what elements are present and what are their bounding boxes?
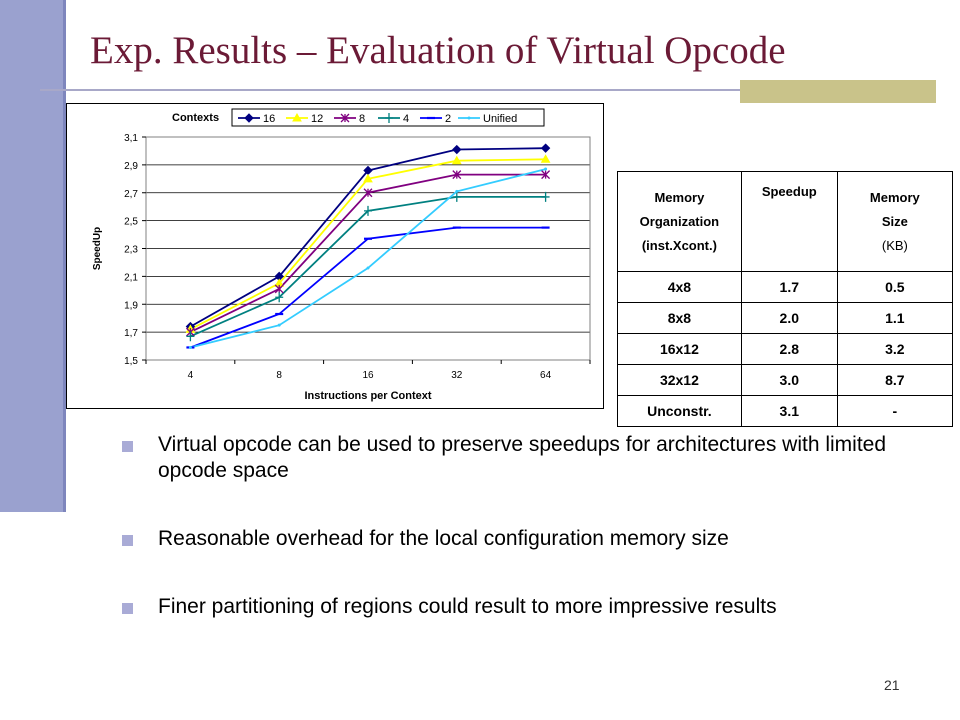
title-accent-block (740, 80, 936, 103)
y-tick-label: 2,9 (124, 161, 138, 172)
data-point-4 (452, 191, 461, 202)
header-text: (inst.Xcont.) (641, 237, 717, 253)
cell-size: 1.1 (836, 302, 954, 334)
cell-speedup: 3.1 (740, 395, 838, 427)
chart-legend: Contexts 16 12 8 4 2 Unified (172, 108, 545, 127)
legend-label: 2 (445, 113, 451, 125)
bullet-item: Reasonable overhead for the local config… (122, 526, 910, 552)
legend-item: 16 (238, 113, 275, 125)
x-tick-label: 64 (540, 370, 552, 381)
data-point-4 (186, 331, 195, 342)
y-tick-label: 2,7 (124, 189, 138, 200)
cell-speedup: 2.0 (740, 302, 838, 334)
data-point-unified (455, 189, 459, 193)
header-text: (KB) (881, 237, 908, 253)
data-point-unified (277, 323, 281, 327)
cell-speedup: 3.0 (740, 364, 838, 396)
data-point-12 (363, 173, 373, 183)
table-row: Unconstr. 3.1 - (617, 395, 954, 427)
table-header-row: Memory Organization (inst.Xcont.) Speedu… (617, 171, 954, 272)
legend-marker (340, 113, 350, 123)
data-point-8 (452, 170, 462, 180)
table-row: 8x8 2.0 1.1 (617, 302, 954, 334)
header-text: Size (881, 213, 908, 229)
cell-org: 8x8 (617, 302, 742, 334)
x-tick-label: 4 (188, 370, 194, 381)
cell-org: 4x8 (617, 271, 742, 303)
legend-label: 16 (263, 113, 275, 125)
data-point-4 (275, 292, 284, 303)
header-memory-organization: Memory Organization (inst.Xcont.) (617, 171, 742, 272)
bullet-item: Finer partitioning of regions could resu… (122, 594, 910, 620)
y-tick-label: 2,3 (124, 245, 138, 256)
y-tick-label: 3,1 (124, 133, 138, 144)
header-text: Memory (869, 189, 920, 205)
legend-item: 8 (334, 113, 365, 125)
data-point-8 (541, 170, 551, 180)
speedup-chart: 1,5 1,7 1,9 2,1 2,3 2,5 2,7 2,9 3,1 4 8 16 32 64 Con… (66, 103, 604, 409)
cell-speedup: 1.7 (740, 271, 838, 303)
cell-size: 8.7 (836, 364, 954, 396)
data-point-4 (541, 191, 550, 202)
data-point-8 (363, 188, 373, 198)
data-point-unified (188, 345, 192, 349)
header-text: Speedup (761, 184, 817, 199)
legend-marker (385, 113, 393, 123)
cell-size: - (836, 395, 954, 427)
left-accent-bar-shadow (63, 0, 66, 512)
legend-label: 8 (359, 113, 365, 125)
header-memory-size: Memory Size (KB) (836, 171, 954, 272)
legend-label: Unified (483, 113, 517, 125)
cell-speedup: 2.8 (740, 333, 838, 365)
legend-item: 2 (420, 113, 451, 125)
legend-label: 4 (403, 113, 409, 125)
legend-label: 12 (311, 113, 323, 125)
page-number: 21 (884, 677, 900, 693)
table-row: 4x8 1.7 0.5 (617, 271, 954, 303)
y-tick-label: 1,5 (124, 356, 138, 367)
title-underline (40, 89, 936, 91)
x-tick-label: 8 (276, 370, 282, 381)
legend-title: Contexts (172, 112, 219, 124)
x-axis-label: Instructions per Context (304, 390, 431, 402)
legend-marker (467, 116, 471, 120)
legend-item: 12 (286, 112, 323, 125)
y-tick-label: 2,1 (124, 272, 138, 283)
header-speedup: Speedup (740, 171, 838, 272)
chart-svg: 1,5 1,7 1,9 2,1 2,3 2,5 2,7 2,9 3,1 4 8 16 32 64 Con… (66, 103, 604, 409)
y-tick-label: 2,5 (124, 217, 138, 228)
y-tick-label: 1,7 (124, 328, 138, 339)
header-text: Memory (654, 189, 705, 205)
cell-org: 16x12 (617, 333, 742, 365)
legend-item: Unified (458, 113, 517, 125)
bullet-list: Virtual opcode can be used to preserve s… (122, 432, 910, 620)
data-point-12 (540, 154, 551, 163)
table-row: 16x12 2.8 3.2 (617, 333, 954, 365)
cell-org: 32x12 (617, 364, 742, 396)
x-tick-label: 16 (362, 370, 374, 381)
slide-title: Exp. Results – Evaluation of Virtual Opc… (90, 29, 786, 72)
legend-item: 4 (378, 113, 409, 125)
data-point-4 (364, 205, 372, 216)
data-point-unified (366, 266, 370, 270)
legend-marker (292, 112, 302, 122)
y-tick-label: 1,9 (124, 300, 138, 311)
bullet-item: Virtual opcode can be used to preserve s… (122, 432, 910, 484)
left-accent-bar (0, 0, 63, 512)
memory-table: Memory Organization (inst.Xcont.) Speedu… (617, 171, 954, 427)
chart-border (66, 103, 604, 409)
cell-org: Unconstr. (617, 395, 742, 427)
y-axis-label: SpeedUp (92, 227, 103, 270)
data-point-12 (451, 155, 462, 165)
legend-marker (244, 113, 254, 123)
data-point-16 (452, 144, 462, 155)
data-point-16 (540, 143, 551, 153)
header-text: Organization (639, 213, 720, 229)
cell-size: 3.2 (836, 333, 954, 365)
data-point-unified (544, 167, 548, 171)
cell-size: 0.5 (836, 271, 954, 303)
table-row: 32x12 3.0 8.7 (617, 364, 954, 396)
x-tick-label: 32 (451, 370, 463, 381)
data-point-8 (274, 284, 284, 294)
